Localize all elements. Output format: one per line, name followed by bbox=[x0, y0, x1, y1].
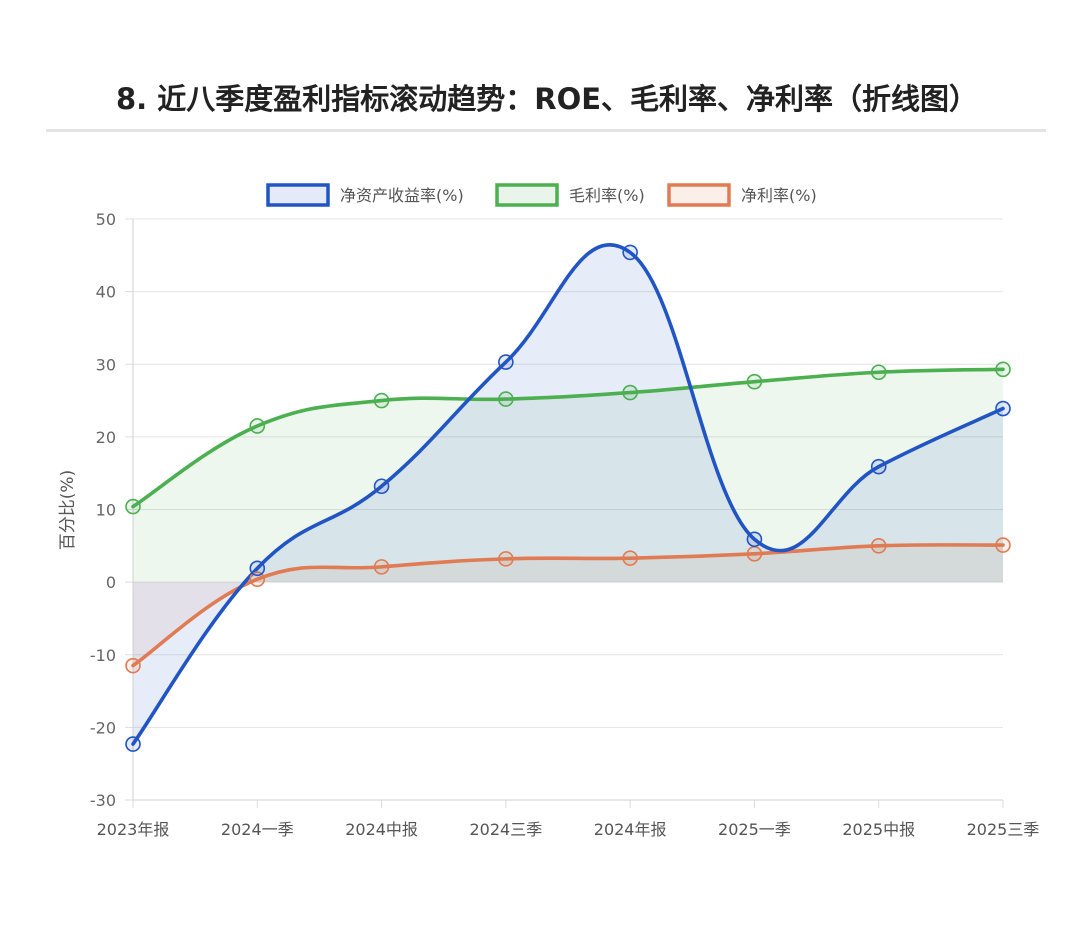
x-tick-label: 2024年报 bbox=[594, 820, 667, 839]
data-point[interactable] bbox=[870, 458, 887, 475]
point-layer bbox=[125, 244, 1011, 752]
fill-layer bbox=[133, 244, 1003, 745]
series-line bbox=[131, 243, 1005, 746]
x-tick-label: 2024中报 bbox=[345, 820, 418, 839]
y-tick-label: -20 bbox=[90, 718, 116, 737]
y-tick-label: 20 bbox=[96, 428, 116, 447]
legend-swatch[interactable] bbox=[266, 183, 330, 207]
data-point[interactable] bbox=[125, 657, 141, 674]
data-point[interactable] bbox=[373, 559, 390, 575]
data-point[interactable] bbox=[995, 361, 1011, 378]
data-point[interactable] bbox=[249, 418, 266, 434]
x-tick-label: 2025三季 bbox=[967, 820, 1040, 839]
y-tick-label: -10 bbox=[90, 646, 116, 665]
data-point[interactable] bbox=[498, 391, 514, 407]
y-tick-label: -30 bbox=[90, 791, 116, 810]
data-point[interactable] bbox=[373, 478, 390, 495]
y-tick-label: 30 bbox=[96, 355, 116, 374]
series-fill bbox=[133, 244, 1003, 745]
data-point[interactable] bbox=[746, 546, 763, 562]
y-axis-label: 百分比(%) bbox=[58, 470, 78, 550]
legend-label[interactable]: 净利率(%) bbox=[741, 186, 817, 205]
x-tick-label: 2025一季 bbox=[718, 820, 791, 839]
axis-layer: 50 40 30 20 10 0 -10 -20 -30 2023年报 2024一季 2024中报 20… bbox=[90, 210, 1040, 839]
data-point[interactable] bbox=[870, 364, 887, 381]
x-tick-label: 2023年报 bbox=[97, 820, 170, 839]
data-point[interactable] bbox=[622, 244, 638, 261]
legend[interactable]: 净资产收益率(%) 毛利率(%) 净利率(%) bbox=[266, 183, 817, 207]
data-point[interactable] bbox=[125, 498, 141, 515]
data-point[interactable] bbox=[870, 538, 887, 554]
y-tick-label: 50 bbox=[96, 210, 116, 229]
y-tick-label: 40 bbox=[96, 283, 116, 302]
legend-swatch[interactable] bbox=[667, 183, 731, 207]
data-point[interactable] bbox=[995, 537, 1011, 553]
x-tick-label: 2024一季 bbox=[221, 820, 294, 839]
grid-layer bbox=[133, 218, 1003, 801]
legend-label[interactable]: 净资产收益率(%) bbox=[340, 186, 464, 205]
title-divider bbox=[46, 129, 1046, 132]
page-title: 8. 近八季度盈利指标滚动趋势：ROE、毛利率、净利率（折线图） bbox=[115, 82, 979, 116]
data-point[interactable] bbox=[746, 531, 763, 548]
data-point[interactable] bbox=[373, 392, 390, 409]
y-tick-label: 10 bbox=[96, 501, 116, 520]
data-point[interactable] bbox=[125, 736, 141, 752]
data-point[interactable] bbox=[249, 571, 266, 588]
data-point[interactable] bbox=[622, 384, 638, 401]
data-point[interactable] bbox=[746, 373, 763, 390]
data-point[interactable] bbox=[498, 354, 514, 370]
data-point[interactable] bbox=[249, 560, 266, 577]
x-tick-label: 2025中报 bbox=[842, 820, 915, 839]
x-tick-label: 2024三季 bbox=[469, 820, 542, 839]
series-fill bbox=[133, 544, 1003, 666]
data-point[interactable] bbox=[622, 550, 638, 566]
series-fill bbox=[133, 369, 1003, 583]
legend-swatch[interactable] bbox=[495, 183, 559, 207]
y-tick-label: 0 bbox=[106, 573, 116, 592]
data-point[interactable] bbox=[498, 551, 514, 567]
legend-label[interactable]: 毛利率(%) bbox=[569, 186, 645, 205]
data-point[interactable] bbox=[995, 400, 1011, 417]
